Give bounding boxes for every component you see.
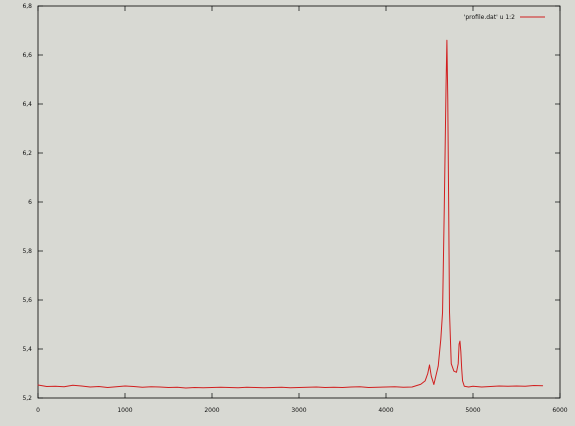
y-tick-label: 6 [28,199,32,206]
y-tick-label: 5,6 [22,297,32,304]
x-tick-label: 0 [36,407,40,414]
legend-label: 'profile.dat' u 1:2 [464,14,515,21]
x-tick-label: 4000 [378,407,393,414]
y-tick-label: 5,4 [22,346,32,353]
series-line-profile [37,39,544,389]
legend: 'profile.dat' u 1:2 [464,14,545,21]
y-tick-label: 5,2 [22,395,32,402]
x-tick-label: 3000 [291,407,306,414]
y-tick-label: 5,8 [22,248,32,255]
y-tick-label: 6,6 [22,52,32,59]
y-tick-label: 6,4 [22,101,32,108]
y-tick-label: 6,2 [22,150,32,157]
x-tick-label: 6000 [552,407,567,414]
y-axis: 5,2 5,4 5,6 5,8 6 6,2 6,4 6,6 6,8 [22,3,560,402]
x-tick-label: 1000 [117,407,132,414]
x-tick-label: 2000 [204,407,219,414]
x-axis: 0 1000 2000 3000 4000 5000 6000 [36,6,568,414]
plot-frame [37,5,561,399]
y-tick-label: 6,8 [22,3,32,10]
x-tick-label: 5000 [465,407,480,414]
